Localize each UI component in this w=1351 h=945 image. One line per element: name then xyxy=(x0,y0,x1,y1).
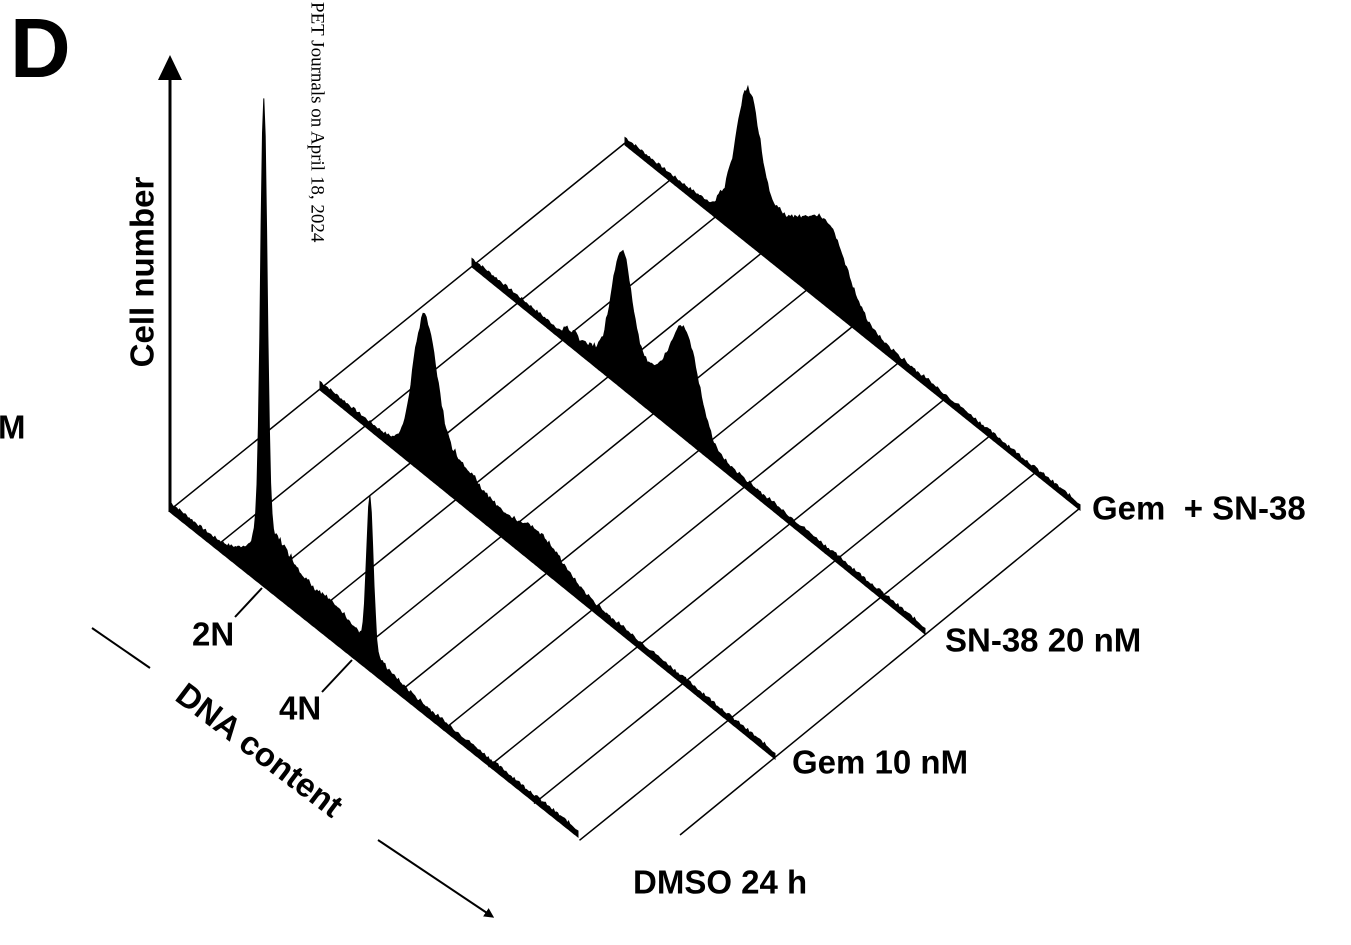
grid-line xyxy=(679,507,1081,836)
row-label: DMSO 24 h xyxy=(633,864,807,901)
grid-line xyxy=(442,362,899,731)
marker-tick xyxy=(234,587,263,618)
grid-line xyxy=(579,472,1035,841)
x-axis-line xyxy=(91,627,151,669)
grid-line xyxy=(169,142,626,511)
x-axis-label: DNA content xyxy=(169,675,350,824)
panel-label: D xyxy=(10,1,71,95)
y-axis-arrow xyxy=(158,55,182,80)
histograms xyxy=(169,84,1081,839)
y-axis-label: Cell number xyxy=(124,176,161,367)
edge-text: M xyxy=(0,409,26,446)
histogram xyxy=(624,84,1081,512)
histogram xyxy=(471,249,926,636)
grid-line xyxy=(351,289,808,658)
marker-label: 4N xyxy=(279,690,321,727)
grid-line xyxy=(260,215,717,584)
watermark: PET Journals on April 18, 2024 xyxy=(307,2,328,243)
grid-line xyxy=(306,252,762,621)
grid xyxy=(169,142,1081,841)
row-label: Gem 10 nM xyxy=(792,744,968,781)
grid-line xyxy=(533,436,990,805)
marker-tick xyxy=(321,659,353,693)
row-label: Gem + SN-38 xyxy=(1092,490,1306,527)
histogram xyxy=(169,98,579,839)
histogram xyxy=(319,312,776,761)
row-label: SN-38 20 nM xyxy=(945,622,1141,659)
grid-line xyxy=(397,325,853,695)
marker-label: 2N xyxy=(192,616,234,653)
x-axis-arrow xyxy=(377,839,495,918)
grid-line xyxy=(488,399,944,768)
grid-line xyxy=(215,179,671,548)
